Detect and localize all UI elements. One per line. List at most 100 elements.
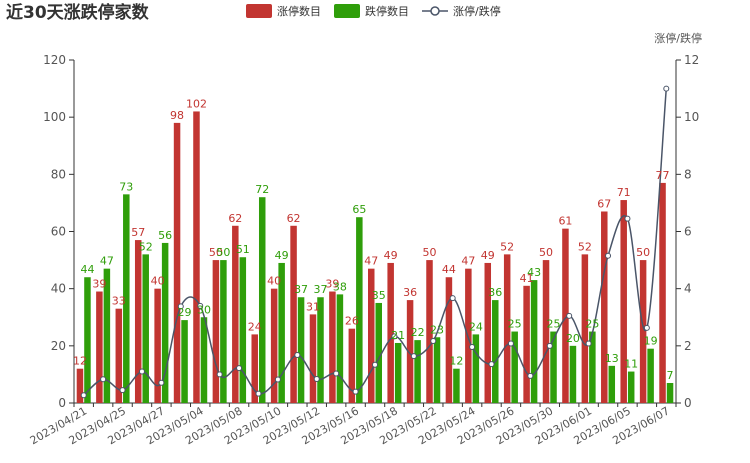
bar-label-limit-down: 38 xyxy=(333,280,347,293)
bar-limit-up xyxy=(309,314,317,403)
y-left-tick-label: 100 xyxy=(43,110,66,124)
ratio-point xyxy=(430,337,437,344)
bar-limit-up xyxy=(76,368,84,403)
ratio-point xyxy=(352,388,359,395)
bar-label-limit-down: 21 xyxy=(391,329,405,342)
y-left-tick-label: 120 xyxy=(43,53,66,67)
ratio-point xyxy=(566,312,573,319)
bar-limit-up xyxy=(368,268,375,403)
bar-label-limit-up: 71 xyxy=(617,186,631,199)
bar-limit-up xyxy=(348,328,356,403)
ratio-point xyxy=(449,295,456,302)
bar-limit-down xyxy=(278,262,285,403)
ratio-point xyxy=(643,324,650,331)
legend: 涨停数目 跌停数目 涨停/跌停 xyxy=(246,4,501,18)
bar-label-limit-up: 52 xyxy=(500,240,514,253)
bar-limit-down xyxy=(589,331,596,403)
bar-limit-up xyxy=(639,260,647,403)
bar-label-limit-up: 33 xyxy=(112,295,126,308)
bar-label-limit-down: 7 xyxy=(667,369,674,382)
bar-label-limit-down: 47 xyxy=(100,255,114,268)
y-left-tick-label: 0 xyxy=(58,396,66,410)
bar-label-limit-down: 43 xyxy=(527,266,541,279)
bar-limit-down xyxy=(200,317,208,403)
bar-limit-up xyxy=(154,288,161,403)
bar-label-limit-down: 24 xyxy=(469,320,483,333)
bar-label-limit-up: 57 xyxy=(131,226,145,239)
y-right-tick-label: 12 xyxy=(684,53,699,67)
bar-label-limit-down: 25 xyxy=(585,318,599,331)
bar-label-limit-down: 72 xyxy=(255,183,269,196)
bar-label-limit-down: 30 xyxy=(197,303,211,316)
bar-limit-up xyxy=(251,334,258,403)
bar-label-limit-up: 47 xyxy=(461,255,475,268)
bar-label-limit-down: 51 xyxy=(236,243,250,256)
ratio-point xyxy=(585,340,592,347)
ratio-point xyxy=(488,361,495,368)
bar-limit-down xyxy=(647,348,654,403)
bar-limit-down xyxy=(492,300,499,403)
bar-limit-up xyxy=(232,225,239,403)
bar-limit-up xyxy=(562,228,569,403)
ratio-point xyxy=(391,333,398,340)
bar-label-limit-up: 50 xyxy=(539,246,553,259)
bar-limit-down xyxy=(627,371,635,403)
bar-limit-up xyxy=(173,122,181,403)
bar-label-limit-down: 25 xyxy=(547,318,561,331)
ratio-point xyxy=(197,302,204,309)
ratio-point xyxy=(100,376,107,383)
bar-label-limit-up: 77 xyxy=(656,169,670,182)
bar-limit-down xyxy=(550,331,557,403)
ratio-point xyxy=(119,387,126,394)
bar-limit-up xyxy=(270,288,278,403)
bar-label-limit-up: 50 xyxy=(423,246,437,259)
bar-label-limit-up: 102 xyxy=(186,97,207,110)
bar-limit-down xyxy=(414,340,421,403)
bar-limit-down xyxy=(666,382,674,403)
y-right-tick-label: 8 xyxy=(684,167,692,181)
y-right-tick-label: 0 xyxy=(684,396,692,410)
ratio-point xyxy=(138,368,145,375)
bar-label-limit-down: 56 xyxy=(158,229,172,242)
bar-label-limit-up: 52 xyxy=(578,240,592,253)
ratio-point xyxy=(410,353,417,360)
legend-label-limit-down: 跌停数目 xyxy=(365,4,409,18)
bar-limit-down xyxy=(336,294,344,403)
bar-label-limit-up: 24 xyxy=(248,320,262,333)
ratio-point xyxy=(469,343,476,350)
y-left-tick-label: 80 xyxy=(51,167,66,181)
bar-limit-down xyxy=(84,277,91,403)
legend-item-ratio[interactable]: 涨停/跌停 xyxy=(422,4,501,18)
bar-limit-up xyxy=(406,300,414,403)
bar-labels: 1244394733735752405698291023050506251247… xyxy=(73,97,674,382)
bar-limit-down xyxy=(394,342,402,403)
bar-label-limit-up: 26 xyxy=(345,315,359,328)
bar-label-limit-up: 49 xyxy=(384,249,398,262)
bar-limit-up xyxy=(193,111,200,403)
ratio-point xyxy=(158,379,165,386)
bar-label-limit-down: 19 xyxy=(644,335,658,348)
y-left-tick-label: 20 xyxy=(51,339,66,353)
bar-label-limit-down: 44 xyxy=(80,263,94,276)
ratio-point xyxy=(255,390,262,397)
bar-label-limit-up: 61 xyxy=(558,215,572,228)
legend-item-limit-up[interactable]: 涨停数目 xyxy=(246,4,321,18)
bar-limit-down xyxy=(297,297,305,403)
y-right-tick-label: 10 xyxy=(684,110,699,124)
bar-label-limit-up: 39 xyxy=(92,278,106,291)
bar-limit-down xyxy=(530,280,538,403)
right-axis-name: 涨停/跌停 xyxy=(654,31,702,45)
legend-label-ratio: 涨停/跌停 xyxy=(453,4,501,18)
bar-label-limit-up: 49 xyxy=(481,249,495,262)
bar-limit-up xyxy=(601,211,608,403)
bar-label-limit-up: 67 xyxy=(597,197,611,210)
bar-label-limit-down: 52 xyxy=(139,240,153,253)
bar-limit-up xyxy=(96,291,103,403)
bar-limit-up xyxy=(426,260,433,403)
y-right-tick-label: 2 xyxy=(684,339,692,353)
ratio-point xyxy=(216,371,223,378)
bar-label-limit-down: 73 xyxy=(119,180,133,193)
legend-item-limit-down[interactable]: 跌停数目 xyxy=(334,4,409,18)
bar-label-limit-up: 47 xyxy=(364,255,378,268)
ratio-point xyxy=(663,85,670,92)
